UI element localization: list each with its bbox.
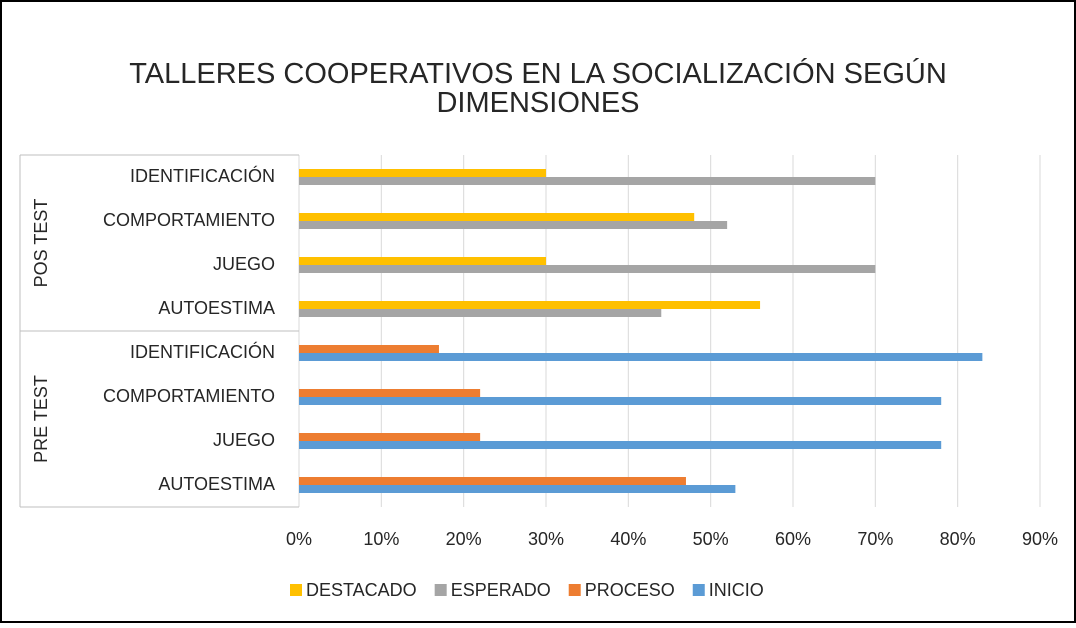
x-tick-label: 0%: [286, 529, 312, 549]
group-label: POS TEST: [31, 199, 51, 288]
x-tick-label: 10%: [363, 529, 399, 549]
x-tick-label: 80%: [940, 529, 976, 549]
bar: [299, 221, 728, 229]
x-tick-label: 30%: [528, 529, 564, 549]
bar: [299, 257, 546, 265]
y-tick-label: JUEGO: [213, 254, 275, 274]
chart-title: TALLERES COOPERATIVOS EN LA SOCIALIZACIÓ…: [129, 57, 947, 119]
bar: [299, 177, 876, 185]
y-tick-label: JUEGO: [213, 430, 275, 450]
bar: [299, 389, 481, 397]
y-tick-label: AUTOESTIMA: [158, 474, 275, 494]
y-tick-label: AUTOESTIMA: [158, 298, 275, 318]
x-tick-label: 20%: [446, 529, 482, 549]
bar: [299, 441, 942, 449]
bar: [299, 309, 662, 317]
legend-label: INICIO: [709, 580, 764, 600]
y-tick-label: IDENTIFICACIÓN: [130, 165, 275, 186]
bar: [299, 301, 761, 309]
bar: [299, 485, 736, 493]
legend-swatch: [434, 584, 447, 596]
x-tick-label: 40%: [610, 529, 646, 549]
x-tick-label: 70%: [857, 529, 893, 549]
legend-label: ESPERADO: [451, 580, 551, 600]
legend-swatch: [568, 584, 581, 596]
bar: [299, 213, 695, 221]
legend-swatch: [692, 584, 705, 596]
x-tick-label: 50%: [693, 529, 729, 549]
x-tick-label: 60%: [775, 529, 811, 549]
legend-swatch: [290, 584, 302, 596]
y-tick-label: IDENTIFICACIÓN: [130, 341, 275, 362]
bar: [299, 397, 942, 405]
bar: [299, 353, 983, 361]
bar: [299, 345, 439, 353]
bar: [299, 477, 686, 485]
y-tick-label: COMPORTAMIENTO: [103, 386, 275, 406]
group-label: PRE TEST: [31, 375, 51, 463]
bar: [299, 265, 876, 273]
legend-label: PROCESO: [585, 580, 675, 600]
x-tick-label: 90%: [1022, 529, 1058, 549]
y-tick-label: COMPORTAMIENTO: [103, 210, 275, 230]
bar: [299, 433, 481, 441]
bar: [299, 169, 546, 177]
legend-label: DESTACADO: [306, 580, 417, 600]
